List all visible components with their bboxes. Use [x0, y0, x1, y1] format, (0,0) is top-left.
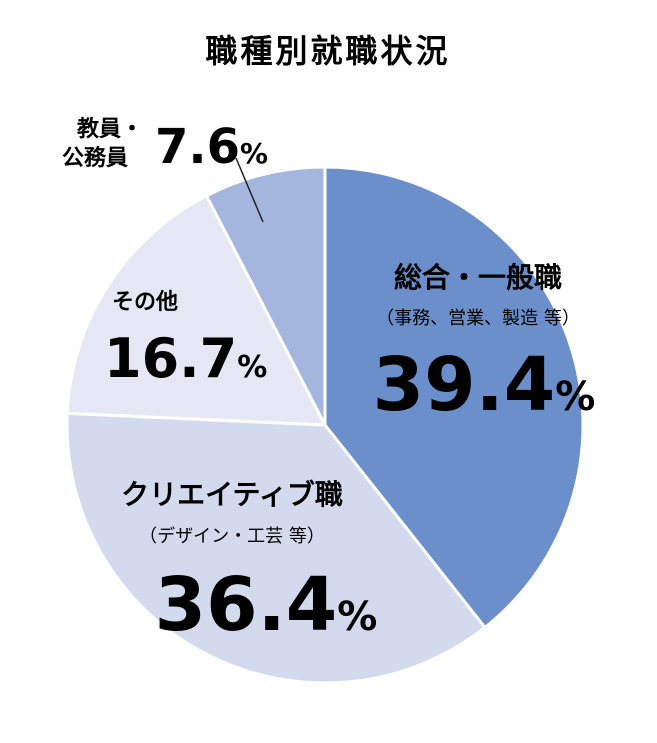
value-number: 39.4: [373, 342, 556, 428]
slice-general: [323, 165, 585, 630]
slice-other: [65, 193, 328, 427]
slice-value-other: 16.7%: [104, 327, 267, 390]
slice-label-other: その他: [112, 290, 178, 315]
percent-sign: %: [240, 137, 268, 170]
slice-sublabel-general: （事務、営業、製造 等）: [376, 308, 580, 329]
chart-title: 職種別就職状況: [205, 32, 450, 70]
slice-sublabel-creative: （デザイン・工芸 等）: [139, 526, 325, 547]
slice-value-general: 39.4%: [373, 342, 596, 428]
slice-label-teacher-line1: 教員・: [77, 116, 143, 142]
value-number: 16.7: [104, 327, 237, 390]
percent-sign: %: [555, 374, 595, 420]
slice-creative: [65, 411, 488, 685]
slice-value-teacher: 7.6%: [155, 119, 268, 175]
percent-sign: %: [237, 350, 267, 385]
value-number: 7.6: [155, 119, 240, 175]
percent-sign: %: [337, 594, 377, 640]
slice-label-creative: クリエイティブ職: [121, 478, 343, 511]
value-number: 36.4: [155, 562, 338, 648]
slice-label-teacher-line2: 公務員: [62, 145, 128, 171]
slice-label-general: 総合・一般職: [394, 261, 562, 294]
slice-teacher: [204, 165, 327, 426]
pie-slices: [65, 165, 585, 685]
leader-line: [235, 157, 264, 223]
slice-value-creative: 36.4%: [155, 562, 378, 648]
